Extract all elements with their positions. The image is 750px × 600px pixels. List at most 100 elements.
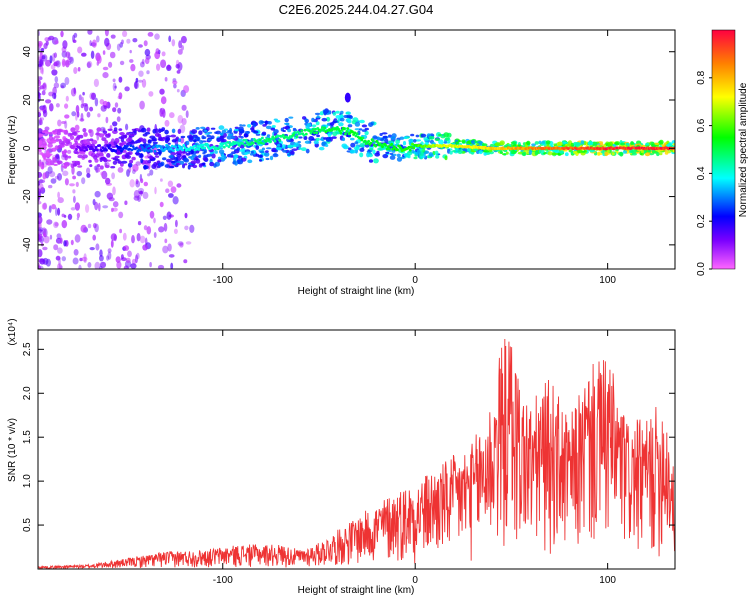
spectrogram-cell-1579 [359,119,365,124]
spectrogram-cell-1964 [45,158,52,163]
spectrogram-cell-1867 [338,122,344,127]
spectrogram-cell-1821 [505,151,509,155]
colorbar-gradient [711,29,736,270]
spectrogram-cell-1990 [557,141,563,147]
spectrogram-cell-205 [147,173,151,177]
spectrogram-cell-2308 [407,145,411,149]
spectrogram-cell-1138 [265,125,272,130]
spectrogram-cell-468 [65,51,70,58]
spectrogram-cell-2036 [93,148,97,152]
spectrogram-cell-940 [359,147,365,152]
spectrogram-cell-393 [154,33,160,40]
spectrogram-cell-1895 [262,124,267,127]
spectrogram-cell-422 [140,61,145,68]
spectrogram-cell-90 [136,233,141,242]
spectrogram-cell-2192 [273,139,277,143]
spectrogram-cell-488 [41,55,46,60]
spectrogram-cell-1327 [149,135,156,139]
spectrogram-cell-1742 [265,147,272,150]
spectrogram-cell-2167 [244,138,248,142]
spectrogram-x-ticks: -100 0 100 [213,30,616,286]
spectrogram-cell-339 [123,245,130,251]
spectrogram-cell-1428 [350,142,356,148]
spectrogram-cell-403 [38,171,43,178]
spectrogram-cell-2149 [224,141,227,145]
y-tick-label-3: 20 [22,94,33,106]
spectrogram-cell-1961 [619,151,624,157]
spectrogram-cell-2000 [434,138,440,142]
spectrogram-cell-415 [57,191,60,199]
spectrogram-cell-214 [147,32,154,37]
spectrogram-cell-498 [137,187,145,194]
spectrogram-cell-1940 [164,129,169,135]
spectrogram-cell-1899 [534,150,539,156]
spectrogram-cell-125 [93,78,99,88]
spectrogram-cell-110 [159,88,165,95]
snr-frame [37,329,676,570]
spectrogram-cell-1986 [396,153,401,158]
spectrogram-cell-1618 [359,128,363,131]
spectrogram-cell-487 [57,247,63,254]
spectrogram-cell-345 [42,246,48,251]
spectrogram-cell-1290 [171,128,176,134]
spectrogram-cell-1637 [340,110,344,115]
spectrogram-cell-1469 [164,164,170,168]
spectrogram-cell-232 [112,107,117,113]
spectrogram-cell-1965 [124,153,130,158]
spectrogram-cell-184 [71,111,77,117]
spectrogram-cell-1544 [413,139,417,143]
spectrogram-cell-1394 [61,165,68,168]
spectrogram-cell-458 [80,224,87,233]
spectrogram-cell-206 [38,80,41,84]
spectrogram-cell-414 [64,77,70,85]
spectrogram-cell-2147 [221,142,225,146]
spectrogram-cell-1769 [185,152,191,156]
spectrogram-cell-2252 [343,127,346,131]
spectrogram-cell-108 [173,83,177,89]
spectrogram-cell-1925 [282,149,288,153]
spectrogram-cell-662 [69,135,75,141]
spectrogram-cell-2261 [353,131,357,135]
spectrogram-cell-79 [98,202,101,212]
spectrogram-cell-2067 [129,144,133,148]
spectrogram-cell-467 [103,105,108,109]
spectrogram-cell-990 [316,115,320,119]
spectrogram-cell-1962 [169,154,174,159]
spectrogram-cell-359 [122,30,128,37]
spectrogram-cell-301 [86,62,91,69]
spectrogram-cell-1756 [435,154,440,159]
spectrogram-cell-199 [157,264,165,269]
spectrogram-cell-1283 [69,145,75,149]
spectrogram-cell-144 [38,79,42,87]
spectrogram-cell-1759 [114,137,120,144]
colorbar-tick-label-1: 0.2 [696,214,707,228]
spectrogram-cell-1882 [96,127,102,132]
spectrogram-cell-710 [177,128,182,134]
spectrogram-cell-1788 [165,137,171,141]
spectrogram-cell-1363 [75,136,81,141]
spectrogram-cell-1933 [557,153,561,156]
spectrogram-cell-453 [110,233,117,241]
spectrogram-cell-1050 [203,150,207,154]
spectrogram-cell-518 [92,234,96,241]
spectrogram-cell-497 [70,87,77,97]
spectrogram-cell-1268 [368,159,374,163]
spectrogram-cell-2097 [164,147,167,151]
snr-x-ticks: -100 0 100 [213,330,616,586]
y-tick-label-4: 40 [22,46,33,58]
spectrogram-cell-827 [361,124,368,128]
spectrogram-cell-1974 [654,142,660,145]
spectrogram-cell-1330 [201,135,205,140]
spectrogram-cell-449 [40,47,45,52]
spectrogram-cell-2310 [409,145,413,149]
spectrogram-cell-1670 [230,136,236,139]
spectrogram-cell-219 [54,40,59,45]
spectrogram-cell-674 [315,121,320,126]
spectrogram-cell-81 [173,228,178,234]
spectrogram-cell-1924 [72,162,77,167]
spectrogram-cell-241 [144,48,151,57]
spectrogram-cell-480 [42,172,47,180]
spectrogram-cell-1629 [321,117,328,122]
spectrogram-cell-1677 [420,133,427,138]
spectrogram-cell-969 [314,112,321,116]
